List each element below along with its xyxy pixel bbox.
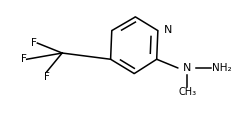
Text: CH₃: CH₃ — [178, 87, 197, 97]
Text: N: N — [164, 25, 172, 35]
Text: F: F — [21, 54, 27, 64]
Text: F: F — [31, 38, 37, 48]
Text: NH₂: NH₂ — [212, 63, 232, 73]
Text: F: F — [44, 72, 50, 82]
Text: N: N — [183, 63, 192, 73]
